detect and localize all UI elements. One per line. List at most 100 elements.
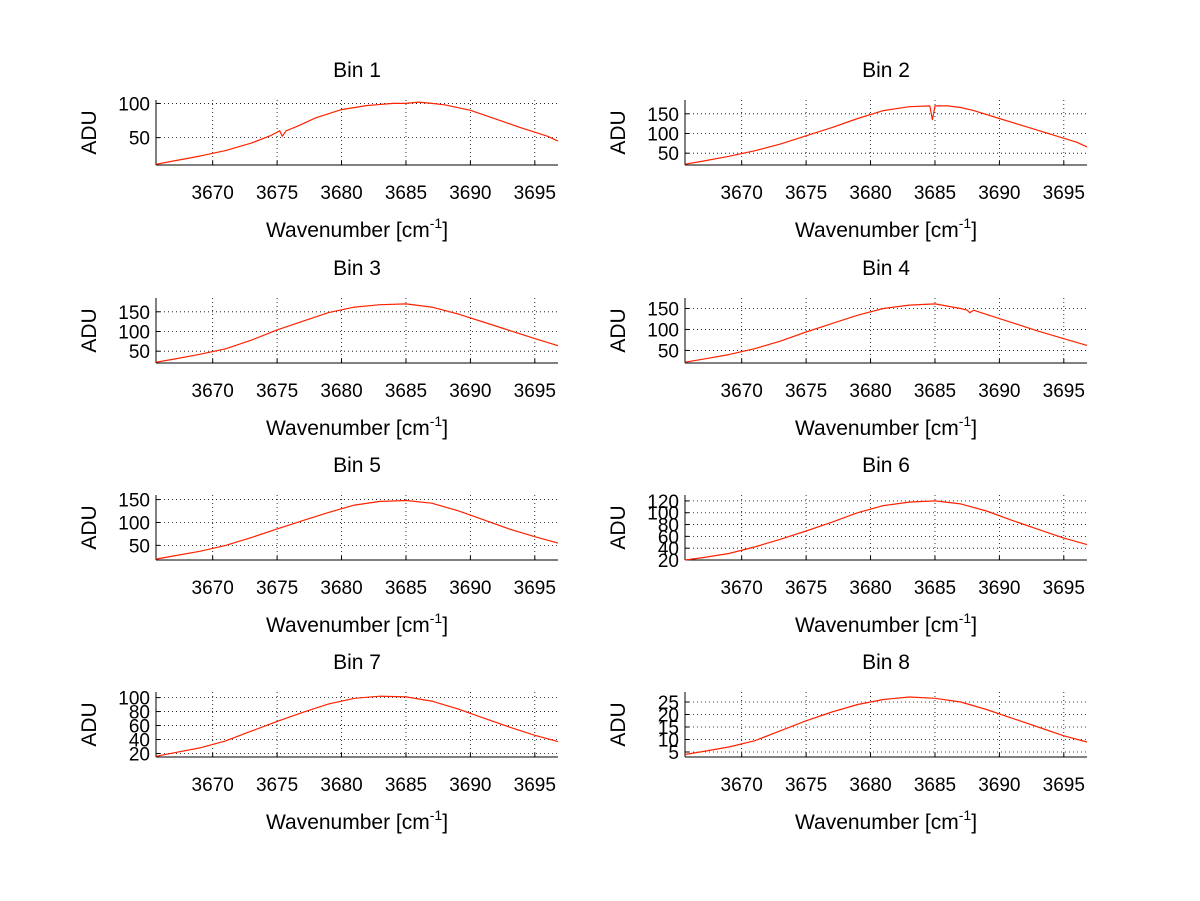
- subplot-1: 3670 3675 3680 3685 3690 3695 50 100 Bin 1 Wavenu…: [78, 59, 559, 242]
- x-axis-label: Wavenumber [cm-1]: [795, 413, 977, 440]
- series-line-spectrum: [684, 303, 1088, 363]
- y-tick-label: 20: [658, 551, 679, 572]
- series-line-spectrum: [684, 500, 1088, 561]
- x-tick-label: 3690: [449, 578, 491, 599]
- y-tick-label: 50: [129, 129, 150, 150]
- series-line-spectrum: [684, 105, 1088, 165]
- x-tick-label: 3690: [978, 578, 1020, 599]
- x-axis-label-main: Wavenumber [cm: [795, 811, 959, 834]
- x-tick-label: 3685: [914, 381, 956, 402]
- y-tick-label: 10: [658, 731, 679, 752]
- x-tick-label: 3675: [785, 578, 827, 599]
- y-tick-label: 50: [658, 144, 679, 165]
- x-tick-label: 3690: [978, 775, 1020, 796]
- x-axis-label: Wavenumber [cm-1]: [266, 413, 448, 440]
- x-tick-label: 3695: [1043, 775, 1085, 796]
- chart-title: Bin 5: [333, 454, 381, 477]
- chart-title: Bin 4: [862, 257, 910, 280]
- y-tick-label: 150: [647, 299, 679, 320]
- x-tick-label: 3670: [192, 775, 234, 796]
- y-tick-label: 100: [647, 504, 679, 525]
- x-tick-label: 3685: [385, 183, 427, 204]
- x-tick-label: 3695: [514, 183, 556, 204]
- x-axis-label: Wavenumber [cm-1]: [266, 610, 448, 637]
- x-axis-label-main: Wavenumber [cm: [266, 614, 430, 637]
- x-tick-label: 3695: [514, 578, 556, 599]
- y-tick-label: 80: [129, 703, 150, 724]
- x-axis-label-superscript: -1: [430, 610, 443, 626]
- x-axis-label-bracket: ]: [442, 219, 448, 242]
- x-tick-label: 3675: [256, 775, 298, 796]
- y-tick-label: 100: [118, 689, 150, 710]
- x-axis-label-main: Wavenumber [cm: [795, 219, 959, 242]
- x-tick-label: 3680: [849, 183, 891, 204]
- x-axis-label-superscript: -1: [959, 215, 972, 231]
- x-tick-label: 3680: [849, 775, 891, 796]
- x-axis-label-superscript: -1: [430, 413, 443, 429]
- x-axis-label-main: Wavenumber [cm: [266, 219, 430, 242]
- x-tick-label: 3695: [1043, 381, 1085, 402]
- y-tick-label: 20: [658, 706, 679, 727]
- y-axis-label: ADU: [78, 702, 101, 746]
- series-line-spectrum: [155, 303, 559, 363]
- x-tick-label: 3680: [320, 578, 362, 599]
- x-tick-label: 3695: [514, 775, 556, 796]
- x-tick-label: 3670: [721, 381, 763, 402]
- x-axis-label-superscript: -1: [959, 413, 972, 429]
- x-tick-label: 3670: [192, 578, 234, 599]
- y-axis-label: ADU: [78, 110, 101, 154]
- y-tick-label: 40: [129, 731, 150, 752]
- x-tick-label: 3670: [721, 775, 763, 796]
- y-tick-label: 150: [118, 491, 150, 512]
- y-tick-label: 120: [647, 492, 679, 513]
- chart-title: Bin 7: [333, 651, 381, 674]
- chart-title: Bin 3: [333, 257, 381, 280]
- x-tick-label: 3680: [849, 578, 891, 599]
- y-tick-label: 100: [647, 320, 679, 341]
- x-tick-label: 3685: [914, 183, 956, 204]
- x-tick-label: 3675: [785, 183, 827, 204]
- x-tick-label: 3695: [1043, 183, 1085, 204]
- x-tick-label: 3670: [721, 578, 763, 599]
- x-tick-label: 3690: [449, 183, 491, 204]
- y-tick-label: 20: [129, 745, 150, 766]
- x-tick-label: 3675: [256, 381, 298, 402]
- series-line-spectrum: [684, 696, 1088, 756]
- x-axis-label: Wavenumber [cm-1]: [266, 215, 448, 242]
- series-line-spectrum: [155, 101, 559, 165]
- x-axis-label-main: Wavenumber [cm: [795, 614, 959, 637]
- x-axis-label-bracket: ]: [442, 417, 448, 440]
- x-axis-label-main: Wavenumber [cm: [795, 417, 959, 440]
- x-axis-label-superscript: -1: [430, 807, 443, 823]
- y-axis-label: ADU: [607, 110, 630, 154]
- y-axis-label: ADU: [607, 308, 630, 352]
- chart-title: Bin 1: [333, 59, 381, 82]
- x-tick-label: 3680: [849, 381, 891, 402]
- x-tick-label: 3680: [320, 183, 362, 204]
- series-line-spectrum: [155, 499, 559, 560]
- x-tick-label: 3670: [721, 183, 763, 204]
- y-tick-label: 50: [129, 342, 150, 363]
- x-tick-label: 3685: [385, 578, 427, 599]
- x-axis-label-bracket: ]: [442, 811, 448, 834]
- y-tick-label: 80: [658, 516, 679, 537]
- y-tick-label: 5: [668, 743, 679, 764]
- x-axis-label: Wavenumber [cm-1]: [266, 807, 448, 834]
- series-line-spectrum: [155, 695, 559, 757]
- x-tick-label: 3675: [256, 183, 298, 204]
- x-axis-label-superscript: -1: [430, 215, 443, 231]
- y-tick-label: 60: [658, 527, 679, 548]
- x-tick-label: 3690: [449, 381, 491, 402]
- x-axis-label-bracket: ]: [971, 811, 977, 834]
- x-tick-label: 3685: [385, 775, 427, 796]
- x-axis-label-main: Wavenumber [cm: [266, 811, 430, 834]
- y-tick-label: 60: [129, 717, 150, 738]
- x-axis-label-superscript: -1: [959, 610, 972, 626]
- x-tick-label: 3695: [514, 381, 556, 402]
